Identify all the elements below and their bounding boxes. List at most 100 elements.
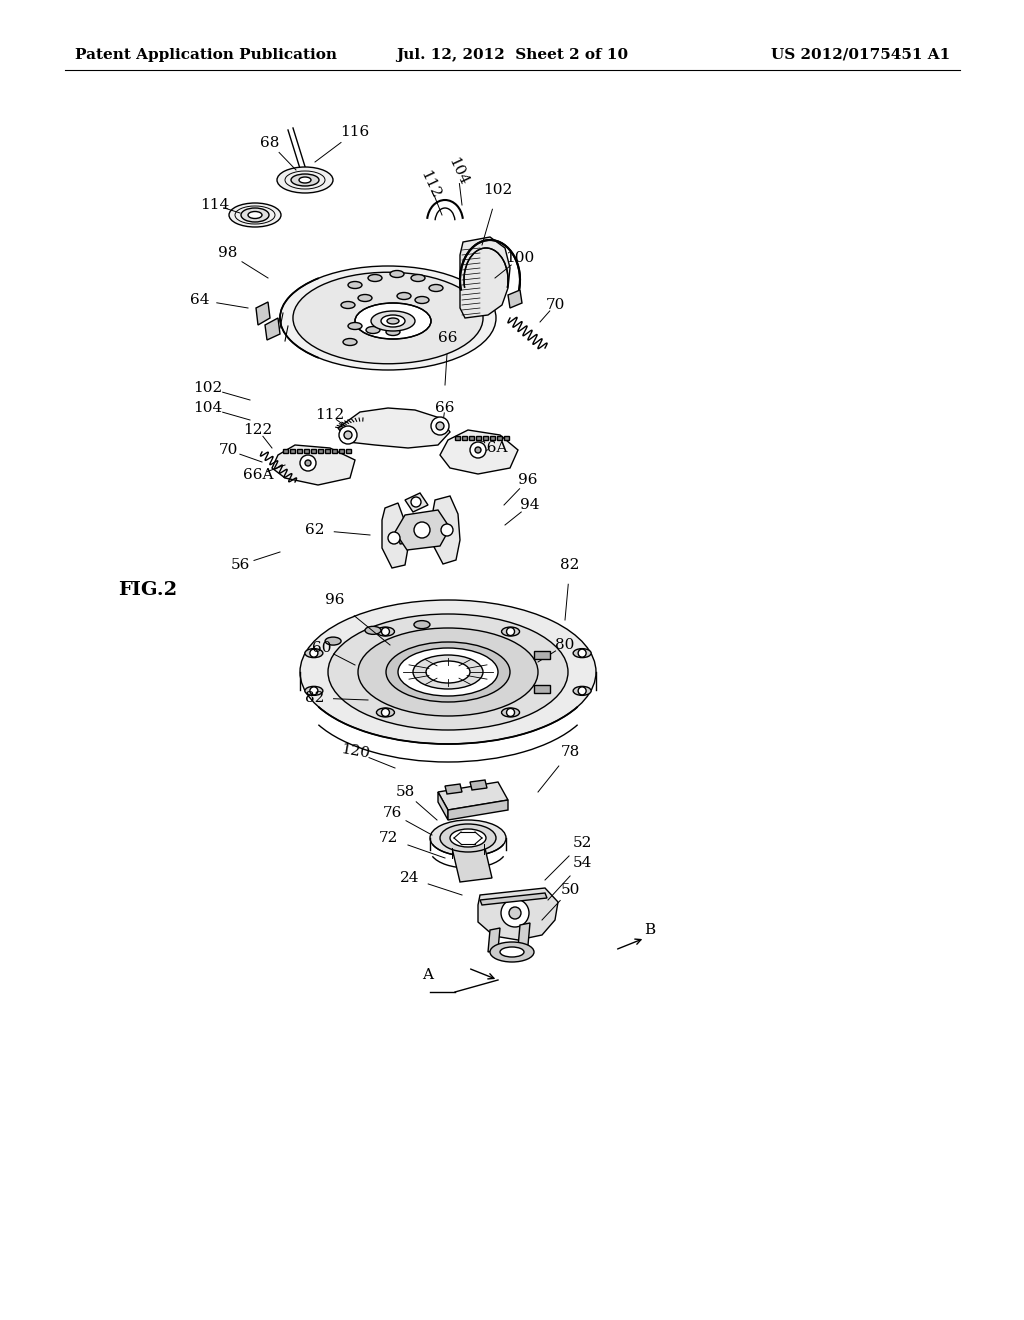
Ellipse shape (325, 638, 341, 645)
Polygon shape (452, 843, 492, 882)
Ellipse shape (328, 614, 568, 730)
Text: 98: 98 (218, 246, 238, 260)
Circle shape (501, 899, 529, 927)
Polygon shape (406, 492, 428, 512)
Text: 54: 54 (572, 855, 592, 870)
Polygon shape (488, 928, 500, 952)
Circle shape (300, 455, 316, 471)
Ellipse shape (358, 294, 372, 301)
Text: 66: 66 (435, 401, 455, 414)
Ellipse shape (430, 820, 506, 855)
Ellipse shape (415, 297, 429, 304)
Polygon shape (497, 436, 502, 440)
Ellipse shape (490, 942, 534, 962)
Polygon shape (518, 923, 530, 946)
Polygon shape (534, 651, 550, 659)
Ellipse shape (411, 275, 425, 281)
Polygon shape (332, 449, 337, 453)
Text: 102: 102 (194, 381, 222, 395)
Ellipse shape (414, 620, 430, 628)
Text: 70: 70 (218, 444, 238, 457)
Ellipse shape (278, 168, 333, 193)
Polygon shape (338, 408, 450, 447)
Ellipse shape (426, 661, 470, 682)
Polygon shape (480, 894, 547, 906)
Polygon shape (483, 436, 488, 440)
Ellipse shape (377, 708, 394, 717)
Ellipse shape (291, 174, 319, 186)
Text: 100: 100 (506, 251, 535, 265)
Polygon shape (508, 290, 522, 308)
Polygon shape (460, 238, 510, 318)
Text: 96: 96 (326, 593, 345, 607)
Polygon shape (534, 685, 550, 693)
Ellipse shape (573, 648, 591, 657)
Polygon shape (382, 503, 408, 568)
Polygon shape (476, 436, 481, 440)
Polygon shape (325, 449, 330, 453)
Polygon shape (265, 318, 280, 341)
Ellipse shape (229, 203, 281, 227)
Circle shape (436, 422, 444, 430)
Polygon shape (470, 780, 487, 789)
Polygon shape (490, 436, 495, 440)
Ellipse shape (398, 648, 498, 696)
Ellipse shape (355, 304, 431, 339)
Text: 80: 80 (555, 638, 574, 652)
Ellipse shape (358, 628, 538, 715)
Text: 104: 104 (445, 156, 470, 189)
Ellipse shape (371, 312, 415, 331)
Ellipse shape (368, 275, 382, 281)
Polygon shape (395, 510, 450, 550)
Polygon shape (304, 449, 309, 453)
Ellipse shape (440, 824, 496, 851)
Polygon shape (311, 449, 316, 453)
Circle shape (382, 709, 389, 717)
Ellipse shape (300, 601, 596, 744)
Ellipse shape (241, 209, 269, 222)
Ellipse shape (305, 648, 323, 657)
Circle shape (579, 649, 586, 657)
Circle shape (579, 686, 586, 694)
Ellipse shape (381, 315, 406, 327)
Ellipse shape (386, 642, 510, 702)
Text: 66: 66 (438, 331, 458, 345)
Circle shape (507, 709, 514, 717)
Polygon shape (272, 445, 355, 484)
Ellipse shape (500, 946, 524, 957)
Ellipse shape (366, 326, 380, 334)
Polygon shape (318, 449, 323, 453)
Text: 66A: 66A (477, 441, 507, 455)
Circle shape (388, 532, 400, 544)
Text: 66A: 66A (243, 469, 273, 482)
Circle shape (431, 417, 449, 436)
Text: A: A (423, 968, 433, 982)
Circle shape (509, 907, 521, 919)
Text: US 2012/0175451 A1: US 2012/0175451 A1 (771, 48, 950, 62)
Ellipse shape (377, 627, 394, 636)
Polygon shape (339, 449, 344, 453)
Text: 60: 60 (312, 642, 332, 655)
Text: 122: 122 (244, 422, 272, 437)
Text: 62: 62 (305, 523, 325, 537)
Polygon shape (432, 496, 460, 564)
Ellipse shape (348, 281, 362, 289)
Ellipse shape (450, 829, 486, 847)
Text: 82: 82 (305, 690, 325, 705)
Text: FIG.2: FIG.2 (119, 581, 177, 599)
Polygon shape (256, 302, 270, 325)
Ellipse shape (386, 329, 400, 335)
Ellipse shape (502, 708, 519, 717)
Circle shape (382, 627, 389, 635)
Polygon shape (504, 436, 509, 440)
Polygon shape (346, 449, 351, 453)
Text: Jul. 12, 2012  Sheet 2 of 10: Jul. 12, 2012 Sheet 2 of 10 (396, 48, 628, 62)
Text: 78: 78 (560, 744, 580, 759)
Polygon shape (440, 430, 518, 474)
Text: 96: 96 (518, 473, 538, 487)
Polygon shape (462, 436, 467, 440)
Circle shape (310, 649, 317, 657)
Text: 112: 112 (418, 169, 442, 201)
Text: 24: 24 (400, 871, 420, 884)
Ellipse shape (299, 177, 311, 183)
